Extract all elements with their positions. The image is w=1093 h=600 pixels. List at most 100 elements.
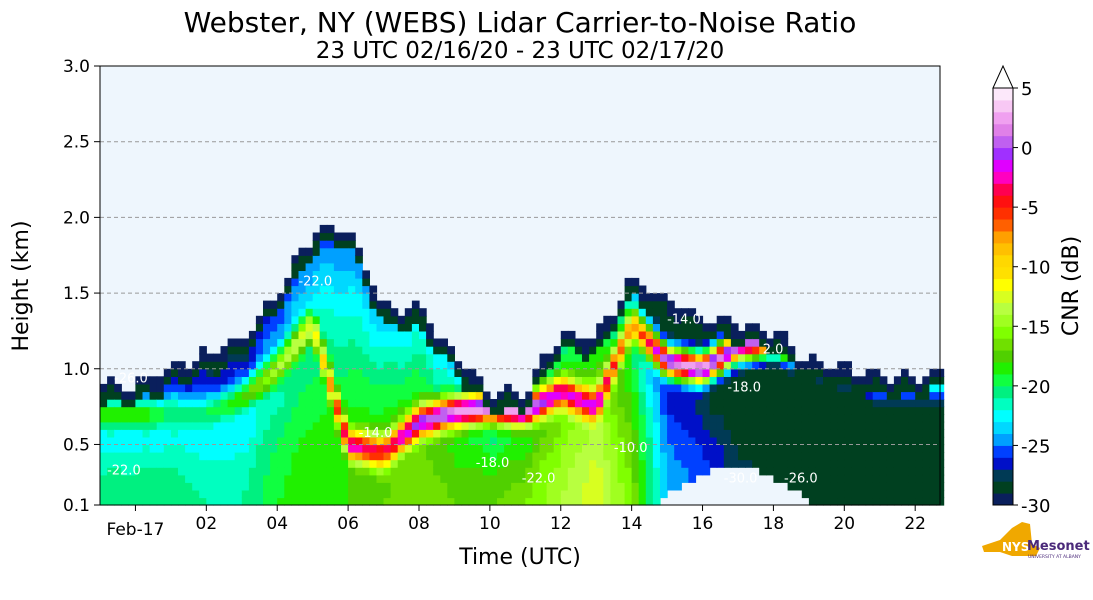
cnr-cell [652,436,661,446]
cnr-cell [326,285,335,294]
cnr-cell [695,323,704,332]
cnr-cell [759,330,767,340]
cnr-cell [589,474,597,483]
cnr-cell [893,391,902,400]
colorbar-swatch [993,326,1013,339]
cnr-cell [674,376,682,385]
cnr-cell [348,421,356,430]
cnr-cell [227,368,236,377]
cnr-cell [135,467,144,476]
cnr-cell [199,421,207,430]
cnr-cell [121,429,129,438]
cnr-cell [901,497,909,506]
cnr-cell [695,315,704,324]
cnr-cell [135,429,144,438]
cnr-cell [780,338,789,347]
cnr-cell [142,391,151,400]
cnr-cell [284,323,292,332]
cnr-cell [525,406,533,415]
cnr-cell [702,452,711,461]
cnr-cell [652,429,661,438]
cnr-cell [419,353,427,362]
cnr-cell [709,406,718,415]
cnr-cell [305,482,314,491]
cnr-cell [879,383,888,393]
cnr-cell [645,346,654,355]
cnr-cell [107,399,115,408]
cnr-cell [298,338,307,347]
cnr-cell [298,323,307,332]
cnr-cell [263,399,271,408]
cnr-cell [603,421,611,430]
cnr-cell [284,376,292,385]
cnr-cell [837,421,845,430]
cnr-cell [383,414,392,423]
cnr-cell [369,444,378,453]
cnr-cell [419,346,427,355]
cnr-cell [475,482,484,491]
cnr-cell [872,414,881,423]
cnr-cell [752,383,760,393]
cnr-cell [376,452,385,461]
cnr-cell [723,399,732,408]
cnr-cell [149,429,158,438]
cnr-cell [121,482,129,491]
cnr-cell [893,406,902,415]
cnr-cell [255,406,264,415]
cnr-cell [319,308,328,317]
cnr-cell [291,421,300,430]
cnr-cell [766,452,774,461]
cnr-cell [312,421,321,430]
contour-label: -22.0 [522,471,556,486]
cnr-cell [567,497,576,506]
cnr-cell [426,497,434,506]
cnr-cell [199,467,207,476]
cnr-cell [270,429,278,438]
cnr-cell [348,255,356,264]
cnr-cell [539,399,548,408]
cnr-cell [185,406,193,415]
cnr-cell [298,429,307,438]
cnr-cell [305,315,314,324]
cnr-cell [426,429,434,438]
cnr-cell [326,391,335,400]
cnr-cell [851,376,860,385]
cnr-cell [497,497,505,506]
cnr-cell [248,376,257,385]
cnr-cell [631,429,640,438]
cnr-cell [681,315,689,324]
cnr-cell [213,429,222,438]
cnr-cell [617,497,626,506]
cnr-cell [652,467,661,476]
cnr-cell [376,406,385,415]
cnr-cell [645,361,654,370]
cnr-cell [333,330,342,340]
cnr-cell [929,444,938,453]
cnr-cell [511,497,519,506]
cnr-cell [248,474,257,483]
cnr-cell [135,452,144,461]
cnr-cell [461,436,470,446]
cnr-cell [801,376,810,385]
cnr-cell [383,429,392,438]
cnr-cell [270,323,278,332]
cnr-cell [319,414,328,423]
cnr-cell [206,406,214,415]
cnr-cell [411,467,420,476]
cnr-cell [886,474,895,483]
cnr-cell [341,497,349,506]
chart-subtitle: 23 UTC 02/16/20 - 23 UTC 02/17/20 [316,38,725,64]
cnr-cell [702,399,711,408]
cnr-cell [319,467,328,476]
cnr-cell [582,444,590,453]
cnr-cell [319,330,328,340]
cnr-cell [199,376,207,385]
cnr-cell [915,452,923,461]
cnr-cell [716,361,725,370]
cnr-cell [319,368,328,377]
cnr-cell [178,459,186,468]
cnr-cell [454,482,463,491]
cnr-cell [284,383,292,393]
cnr-cell [688,315,697,324]
cnr-cell [234,436,243,446]
